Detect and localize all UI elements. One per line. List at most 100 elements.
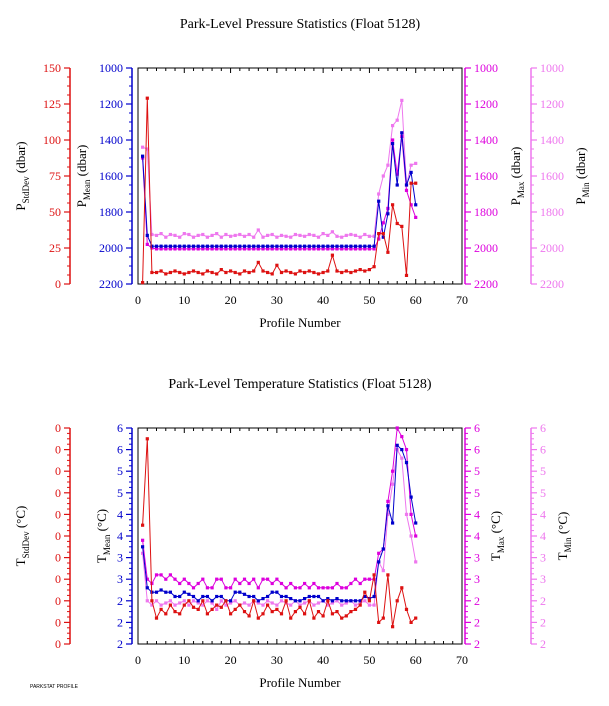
- mean-point: [367, 244, 371, 248]
- mean-point: [409, 170, 413, 174]
- x-tick-label: 20: [225, 293, 237, 307]
- stddev-point: [173, 610, 177, 614]
- min-point: [358, 235, 362, 239]
- mean-point: [224, 244, 228, 248]
- max-point: [205, 586, 209, 590]
- max-point: [330, 247, 334, 251]
- min-tick-label: 6: [540, 421, 546, 435]
- min-tick-label: 2200: [540, 277, 564, 291]
- stddev-point: [381, 232, 385, 236]
- min-point: [187, 232, 191, 237]
- max-point: [196, 581, 200, 586]
- min-point: [386, 512, 390, 516]
- stddev-axis-label-sub: StdDev: [21, 176, 31, 204]
- stddev-point: [178, 270, 182, 275]
- mean-tick-label: 4: [117, 507, 123, 521]
- mean-point: [270, 244, 274, 248]
- min-point: [391, 482, 395, 486]
- max-tick-label: 3: [474, 551, 480, 565]
- max-point: [344, 247, 348, 251]
- mean-point: [238, 244, 242, 248]
- min-point: [349, 232, 353, 237]
- mean-point: [187, 592, 191, 596]
- x-tick-label: 60: [410, 293, 422, 307]
- mean-point: [377, 560, 381, 564]
- max-point: [386, 499, 390, 503]
- stddev-axis-label: PStdDev (dbar): [13, 141, 31, 210]
- stddev-point: [238, 603, 242, 607]
- stddev-axis-label: TStdDev (°C): [13, 506, 31, 567]
- mean-point: [205, 594, 209, 599]
- min-tick-label: 1600: [540, 169, 564, 183]
- max-point: [266, 247, 270, 251]
- min-point: [150, 232, 154, 237]
- min-point: [256, 601, 260, 605]
- max-axis-label: PMax (dbar): [508, 147, 526, 206]
- min-point: [358, 601, 362, 605]
- min-point: [159, 603, 163, 607]
- min-point: [330, 230, 334, 234]
- mean-point: [242, 244, 247, 248]
- mean-point: [404, 461, 409, 465]
- mean-point: [358, 244, 362, 248]
- stddev-point: [321, 270, 325, 275]
- max-tick-label: 3: [474, 572, 480, 586]
- stddev-point: [381, 616, 385, 620]
- max-point: [335, 581, 339, 586]
- mean-point: [404, 183, 409, 187]
- min-point: [414, 560, 418, 564]
- mean-point: [229, 599, 233, 603]
- min-tick-label: 1400: [540, 133, 564, 147]
- max-point: [229, 586, 233, 590]
- max-tick-label: 2000: [474, 241, 498, 255]
- mean-point: [298, 599, 302, 603]
- mean-tick-label: 1200: [99, 97, 123, 111]
- stddev-point: [316, 610, 321, 614]
- max-tick-label: 1400: [474, 133, 498, 147]
- stddev-point: [372, 573, 376, 577]
- stddev-point: [340, 616, 344, 620]
- mean-point: [321, 599, 325, 603]
- max-point: [298, 247, 302, 251]
- mean-point: [381, 547, 385, 551]
- max-point: [344, 586, 348, 590]
- max-point: [414, 534, 418, 538]
- min-point: [154, 233, 159, 237]
- mean-point: [303, 244, 307, 248]
- max-point: [279, 247, 284, 251]
- max-point: [293, 247, 297, 251]
- min-tick-label: 4: [540, 529, 546, 543]
- max-point: [353, 577, 358, 581]
- min-point: [353, 603, 358, 607]
- min-point: [164, 235, 168, 239]
- stddev-point: [159, 269, 163, 273]
- mean-axis-label-unit: (dbar): [74, 145, 89, 180]
- mean-point: [400, 448, 404, 452]
- mean-point: [219, 594, 223, 599]
- stddev-point: [252, 599, 256, 603]
- max-point: [164, 247, 168, 251]
- max-point: [409, 203, 413, 207]
- mean-point: [372, 594, 376, 599]
- max-point: [210, 586, 214, 590]
- mean-point: [275, 244, 279, 248]
- min-point: [201, 603, 205, 607]
- min-point: [233, 599, 237, 603]
- mean-point: [182, 590, 186, 594]
- max-point: [330, 586, 334, 590]
- min-tick-label: 5: [540, 486, 546, 500]
- min-point: [252, 235, 256, 239]
- max-axis-label: TMax (°C): [488, 511, 506, 561]
- max-point: [381, 221, 385, 225]
- min-point: [372, 234, 376, 238]
- mean-point: [210, 244, 214, 248]
- stddev-axis-label-symbol: T: [13, 558, 28, 566]
- x-axis-label: Profile Number: [259, 675, 341, 690]
- mean-point: [284, 594, 288, 599]
- mean-point: [386, 212, 390, 216]
- min-point: [270, 601, 274, 605]
- mean-point: [353, 599, 358, 603]
- mean-tick-label: 1600: [99, 169, 123, 183]
- mean-point: [168, 244, 172, 248]
